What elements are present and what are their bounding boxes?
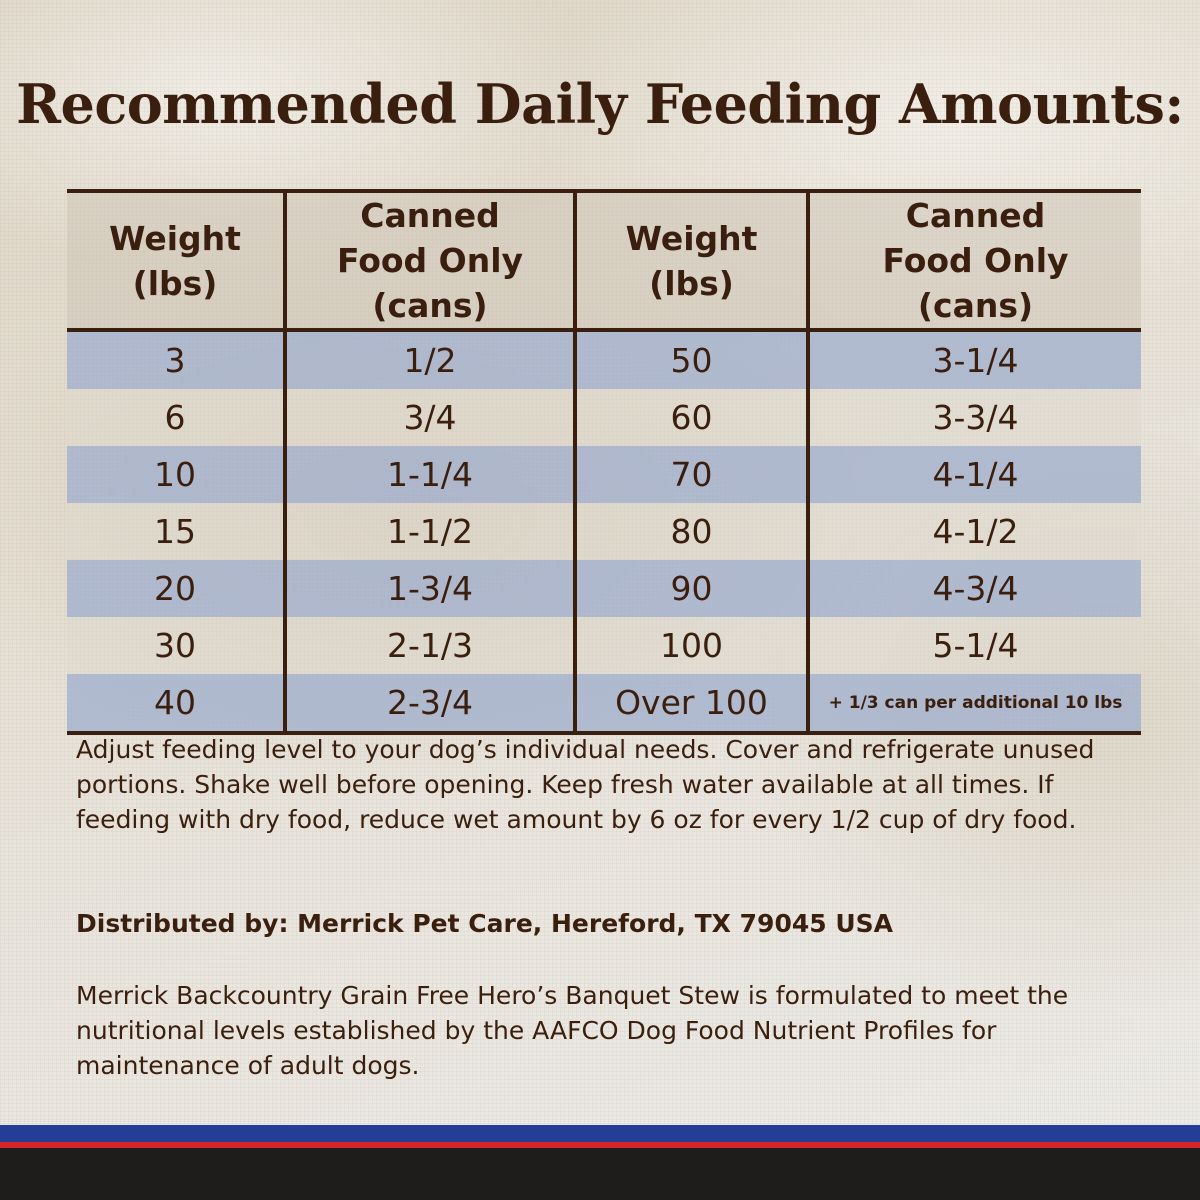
header-weight: Weight (lbs) [67,191,285,330]
cans-cell: 2-3/4 [283,674,575,733]
table-row: 10 1-1/4 70 4-1/4 [67,446,1141,503]
weight-cell: 30 [67,617,285,674]
cans-cell: 4-1/4 [806,446,1141,503]
weight-cell: 70 [573,446,808,503]
header-canned-food: Canned Food Only (cans) [283,191,575,330]
table-row: 30 2-1/3 100 5-1/4 [67,617,1141,674]
weight-cell: 3 [67,330,285,389]
additional-cans-note: + 1/3 can per additional 10 lbs [806,674,1141,733]
table-row: 40 2-3/4 Over 100 + 1/3 can per addition… [67,674,1141,733]
header-weight: Weight (lbs) [573,191,808,330]
weight-cell: 90 [573,560,808,617]
weight-cell: 60 [573,389,808,446]
feeding-table-container: Weight (lbs) Canned Food Only (cans) Wei… [67,189,1141,735]
cans-cell: 1/2 [283,330,575,389]
weight-cell: 100 [573,617,808,674]
weight-cell: 6 [67,389,285,446]
weight-cell: 80 [573,503,808,560]
cans-cell: 3-3/4 [806,389,1141,446]
weight-cell: 50 [573,330,808,389]
table-header-row: Weight (lbs) Canned Food Only (cans) Wei… [67,191,1141,330]
cans-cell: 1-3/4 [283,560,575,617]
cans-cell: 1-1/4 [283,446,575,503]
table-row: 20 1-3/4 90 4-3/4 [67,560,1141,617]
brand-stripe-bar [0,1125,1200,1200]
header-canned-food: Canned Food Only (cans) [806,191,1141,330]
aafco-statement: Merrick Backcountry Grain Free Hero’s Ba… [76,981,1069,1080]
red-stripe [0,1142,1200,1148]
weight-cell: 40 [67,674,285,733]
cans-cell: 3-1/4 [806,330,1141,389]
cans-cell: 4-1/2 [806,503,1141,560]
table-row: 15 1-1/2 80 4-1/2 [67,503,1141,560]
table-row: 6 3/4 60 3-3/4 [67,389,1141,446]
distributor-line: Distributed by: Merrick Pet Care, Herefo… [76,909,893,938]
cans-cell: 4-3/4 [806,560,1141,617]
cans-cell: 5-1/4 [806,617,1141,674]
cans-cell: 3/4 [283,389,575,446]
weight-cell: 20 [67,560,285,617]
page-title: Recommended Daily Feeding Amounts: [16,72,1184,136]
weight-cell: 10 [67,446,285,503]
feeding-instructions: Adjust feeding level to your dog’s indiv… [76,735,1095,834]
feeding-table: Weight (lbs) Canned Food Only (cans) Wei… [67,189,1141,735]
cans-cell: 1-1/2 [283,503,575,560]
table-row: 3 1/2 50 3-1/4 [67,330,1141,389]
weight-cell: Over 100 [573,674,808,733]
cans-cell: 2-1/3 [283,617,575,674]
blue-stripe [0,1125,1200,1142]
black-stripe [0,1148,1200,1200]
weight-cell: 15 [67,503,285,560]
